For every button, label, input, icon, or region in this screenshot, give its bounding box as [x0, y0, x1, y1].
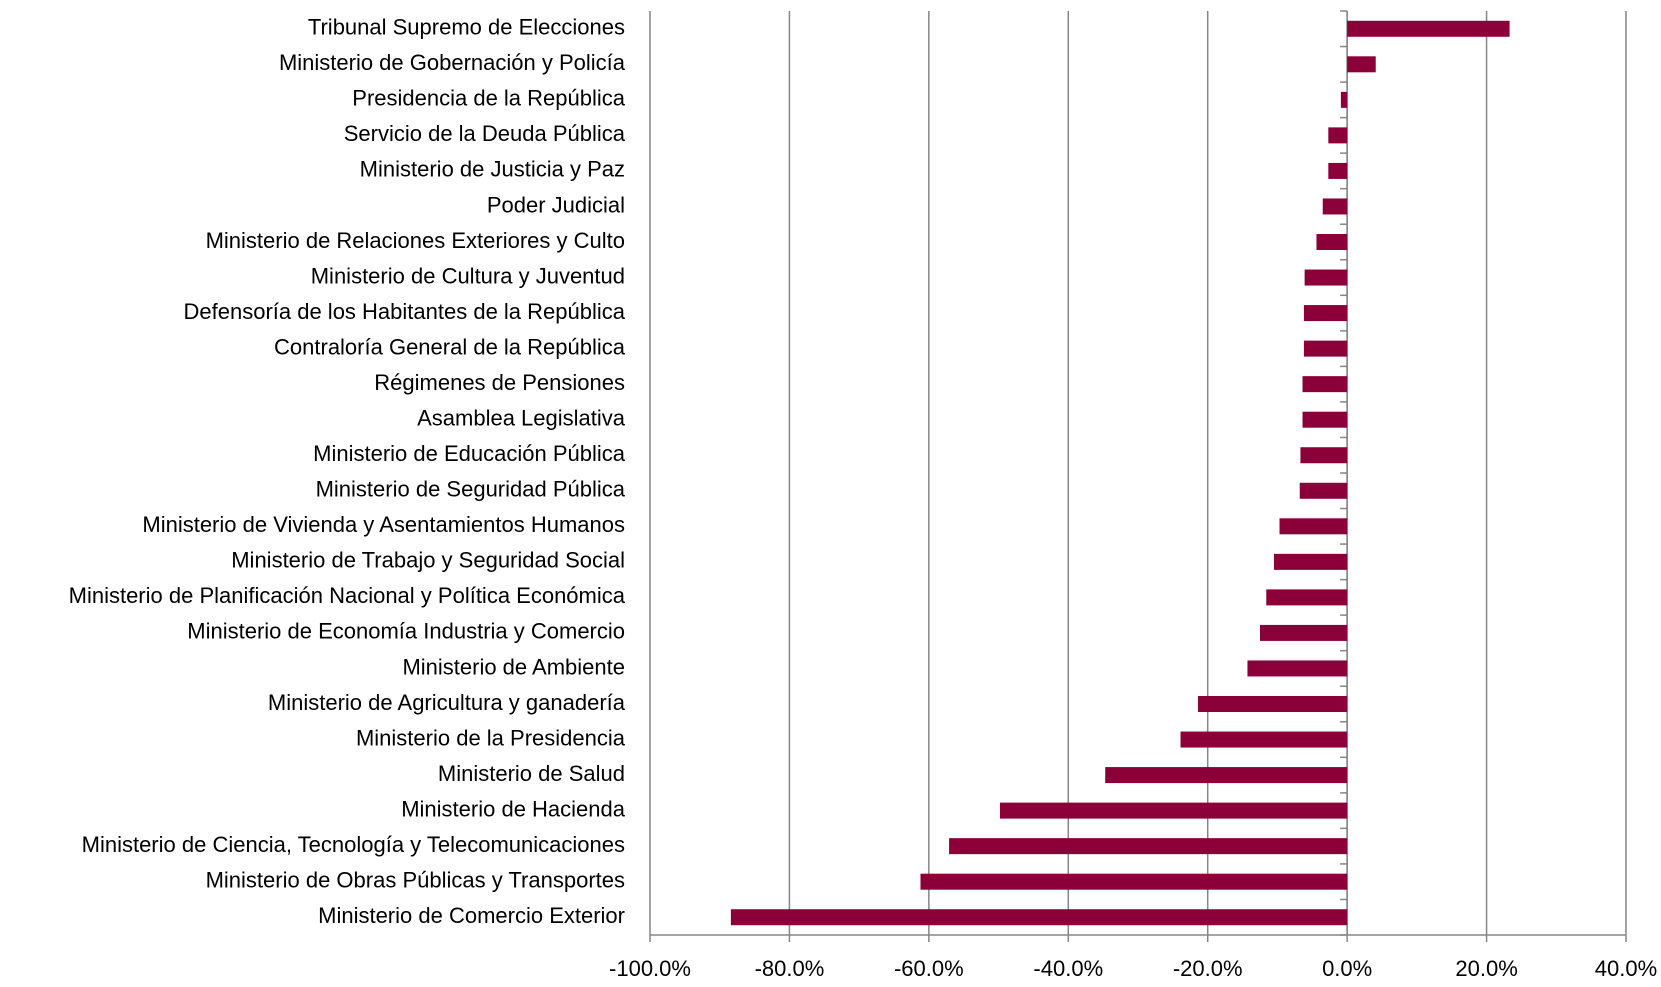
bar — [920, 873, 1348, 890]
y-tick-label: Ministerio de Ambiente — [402, 654, 625, 679]
bar — [1340, 91, 1348, 108]
y-tick-label: Ministerio de Cultura y Juventud — [311, 263, 625, 288]
y-tick-label: Ministerio de Obras Públicas y Transport… — [206, 868, 625, 893]
y-tick-label: Tribunal Supremo de Elecciones — [308, 15, 625, 40]
bar — [1279, 518, 1348, 535]
bar — [1302, 411, 1348, 428]
x-tick-label: -60.0% — [894, 956, 964, 981]
bar — [1180, 731, 1348, 748]
y-tick-label: Ministerio de Agricultura y ganadería — [268, 690, 626, 715]
bar — [1302, 376, 1348, 393]
x-tick-label: 0.0% — [1322, 956, 1372, 981]
bar — [1322, 198, 1348, 215]
bar — [1303, 340, 1348, 357]
y-tick-label: Régimenes de Pensiones — [374, 370, 625, 395]
bar — [1328, 162, 1348, 179]
x-tick-label: 40.0% — [1595, 956, 1657, 981]
y-tick-label: Ministerio de Salud — [438, 761, 625, 786]
bar — [999, 802, 1348, 819]
x-tick-label: -40.0% — [1033, 956, 1103, 981]
bar — [1347, 56, 1376, 73]
y-tick-label: Ministerio de Hacienda — [401, 796, 626, 821]
y-tick-label: Ministerio de Educación Pública — [313, 441, 626, 466]
bar — [1303, 305, 1348, 322]
bar — [1347, 20, 1510, 37]
bar — [1299, 482, 1348, 499]
bar — [1260, 624, 1348, 641]
bar — [1328, 127, 1348, 144]
y-tick-label: Servicio de la Deuda Pública — [344, 121, 626, 146]
y-tick-label: Ministerio de Justicia y Paz — [360, 157, 625, 182]
y-tick-label: Ministerio de Ciencia, Tecnología y Tele… — [82, 832, 625, 857]
bar — [1197, 696, 1348, 712]
y-tick-label: Presidencia de la República — [352, 86, 625, 111]
y-tick-label: Ministerio de Vivienda y Asentamientos H… — [142, 512, 625, 537]
bar — [1247, 660, 1348, 677]
bar — [949, 838, 1348, 855]
x-tick-label: 20.0% — [1455, 956, 1517, 981]
bar — [1273, 553, 1348, 570]
y-tick-label: Ministerio de Trabajo y Seguridad Social — [231, 548, 625, 573]
y-tick-label: Ministerio de la Presidencia — [356, 725, 626, 750]
y-tick-label: Ministerio de Planificación Nacional y P… — [69, 583, 626, 608]
y-tick-label: Contraloría General de la República — [274, 334, 626, 359]
y-tick-label: Ministerio de Gobernación y Policía — [279, 50, 626, 75]
y-tick-label: Defensoría de los Habitantes de la Repúb… — [184, 299, 626, 324]
x-tick-label: -80.0% — [755, 956, 825, 981]
bar — [1266, 589, 1348, 606]
x-tick-label: -20.0% — [1173, 956, 1243, 981]
y-tick-label: Ministerio de Economía Industria y Comer… — [187, 619, 625, 644]
bar — [1105, 767, 1348, 784]
bar — [1316, 234, 1348, 250]
bar — [730, 909, 1348, 926]
bar — [1304, 269, 1348, 286]
y-tick-label: Ministerio de Comercio Exterior — [318, 903, 625, 928]
y-tick-label: Ministerio de Relaciones Exteriores y Cu… — [206, 228, 625, 253]
y-tick-label: Poder Judicial — [487, 192, 625, 217]
y-tick-label: Ministerio de Seguridad Pública — [316, 477, 626, 502]
y-tick-label: Asamblea Legislativa — [417, 406, 626, 431]
x-tick-label: -100.0% — [609, 956, 691, 981]
bar — [1300, 447, 1348, 464]
